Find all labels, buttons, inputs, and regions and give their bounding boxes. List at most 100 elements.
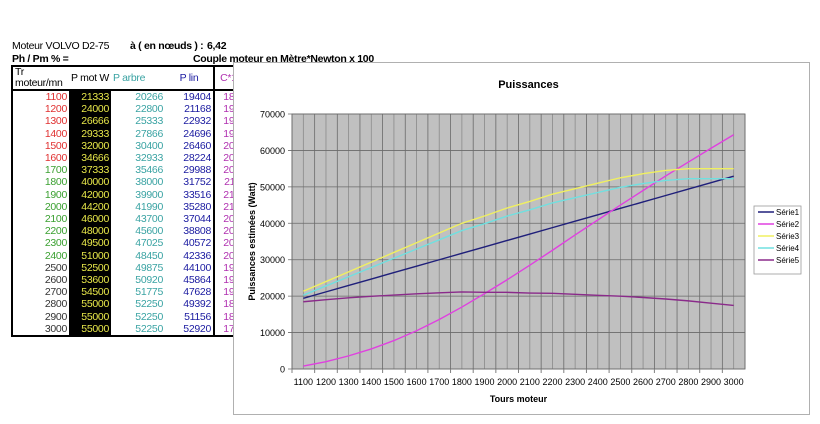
table-row: 210046000437003704420853	[11, 213, 253, 226]
y-tick-label: 40000	[260, 219, 285, 229]
cell-plin: 29988	[165, 164, 215, 177]
cell-parbre: 52250	[111, 322, 165, 338]
knots-label: à ( en nœuds ) :	[130, 40, 204, 52]
cell-plin: 49392	[165, 298, 215, 311]
cell-pmot: 46000	[69, 213, 111, 226]
table-row: 110021333202661940418463	[11, 90, 253, 104]
table-row: 190042000399003351621044	[11, 188, 253, 201]
legend-box	[753, 205, 802, 275]
cell-rpm: 1400	[11, 127, 69, 140]
cell-pmot: 48000	[69, 225, 111, 238]
table-row: 250052500498754410019992	[11, 261, 253, 275]
cell-parbre: 27866	[135, 127, 163, 140]
table-row: 240051000484504233620230	[11, 249, 253, 262]
cell-plin: 40572	[165, 237, 215, 250]
cell-rpm: 2000	[11, 200, 69, 214]
motor-label: Moteur VOLVO D2-75	[12, 40, 110, 52]
cell-pmot: 54500	[69, 286, 111, 299]
x-tick-label: 2300	[565, 377, 585, 387]
cell-plin: 22932	[165, 115, 215, 128]
cell-parbre: 48450	[135, 249, 163, 262]
cell-rpm: 1700	[11, 164, 69, 177]
table-row: 180040000380003175221156	[11, 176, 253, 189]
cell-pmot: 40000	[69, 176, 111, 189]
cell-parbre: 30400	[135, 139, 163, 152]
y-tick-label: 70000	[260, 110, 285, 120]
cell-parbre: 52250	[135, 298, 163, 311]
x-tick-label: 2200	[542, 377, 562, 387]
table-row: 270054500517754762819216	[11, 286, 253, 299]
x-tick-label: 2900	[701, 377, 721, 387]
cell-rpm: 2800	[11, 298, 69, 311]
x-tick-label: 3000	[724, 377, 744, 387]
cell-parbre: 52250	[135, 310, 163, 323]
table-row: 220048000456003880820771	[11, 225, 253, 238]
y-tick-label: 10000	[260, 328, 285, 338]
y-tick-label: 60000	[260, 146, 285, 156]
cell-pmot: 51000	[69, 249, 111, 262]
cell-rpm: 1500	[11, 139, 69, 153]
cell-plin: 45864	[165, 274, 215, 287]
cell-parbre: 47025	[135, 237, 163, 250]
cell-parbre: 51775	[135, 286, 163, 299]
cell-rpm: 1600	[11, 152, 69, 165]
cell-plin: 24696	[165, 127, 215, 140]
cell-rpm: 2600	[11, 274, 69, 287]
table-row: 300055000522505292017453	[11, 322, 253, 338]
cell-rpm: 1900	[11, 188, 69, 201]
chart-area: 0 10000 20000 30000 40000 50000 60000 70000 1100…	[233, 62, 810, 415]
cell-pmot: 42000	[69, 188, 111, 201]
cell-plin: 51156	[165, 310, 215, 323]
cell-pmot: 37333	[69, 164, 111, 177]
cell-rpm: 3000	[11, 322, 69, 338]
table-row: 130026666253332293219528	[11, 115, 253, 128]
cell-pmot: 32000	[69, 139, 111, 153]
y-tick-label: 50000	[260, 182, 285, 192]
cell-rpm: 1800	[11, 176, 69, 189]
table-row: 140029333278662469619946	[11, 127, 253, 140]
cell-parbre: 50920	[135, 274, 163, 287]
table-row: 260053600509204586419626	[11, 274, 253, 287]
cell-plin: 52920	[165, 322, 215, 338]
x-tick-label: 1400	[361, 377, 381, 387]
series-line-3	[303, 167, 734, 292]
col-header-rpm: Tr moteur/mn	[11, 65, 69, 91]
x-tick-label: 1200	[316, 377, 336, 387]
data-table: Tr moteur/mn P mot W P arbre P lin C*100…	[11, 65, 253, 338]
chart-title: Puissances	[498, 79, 559, 91]
cell-rpm: 1200	[11, 103, 69, 116]
x-tick-label: 1300	[339, 377, 359, 387]
cell-parbre: 49875	[135, 261, 163, 274]
y-tick-label: 30000	[260, 255, 285, 265]
series-line-4	[303, 177, 734, 296]
legend-label-3: Série3	[776, 232, 800, 241]
cell-pmot: 34666	[69, 152, 111, 165]
cell-parbre: 45600	[135, 225, 163, 238]
col-header-pmot: P mot W	[69, 65, 111, 91]
x-tick-label: 2800	[678, 377, 698, 387]
cell-pmot: 24000	[69, 103, 111, 116]
series-line-1	[303, 175, 734, 299]
col-header-parbre: P arbre	[111, 65, 165, 91]
table-row: 150032000304002646020309	[11, 139, 253, 153]
cell-parbre: 32933	[135, 152, 163, 165]
x-tick-label: 1700	[429, 377, 449, 387]
cell-plin: 28224	[165, 152, 215, 165]
cell-parbre: 41990	[135, 200, 163, 213]
x-tick-label: 1100	[294, 377, 313, 387]
legend-label-1: Série1	[776, 208, 800, 217]
cell-rpm: 2400	[11, 249, 69, 262]
cell-pmot: 55000	[69, 310, 111, 323]
y-axis-label: Puissances estimées (Watt)	[247, 182, 257, 300]
cell-parbre: 39900	[135, 188, 163, 201]
cell-pmot: 52500	[69, 261, 111, 275]
cell-pmot: 55000	[69, 298, 111, 311]
table-row: 200044200419903528021039	[11, 200, 253, 214]
legend-label-5: Série5	[776, 256, 800, 265]
table-header-row: Tr moteur/mn P mot W P arbre P lin C*100	[11, 65, 253, 91]
cell-plin: 38808	[165, 225, 215, 238]
cell-parbre: 38000	[135, 176, 163, 189]
cell-plin: 37044	[165, 213, 215, 226]
x-tick-label: 2700	[656, 377, 676, 387]
y-tick-label: 0	[280, 365, 285, 375]
